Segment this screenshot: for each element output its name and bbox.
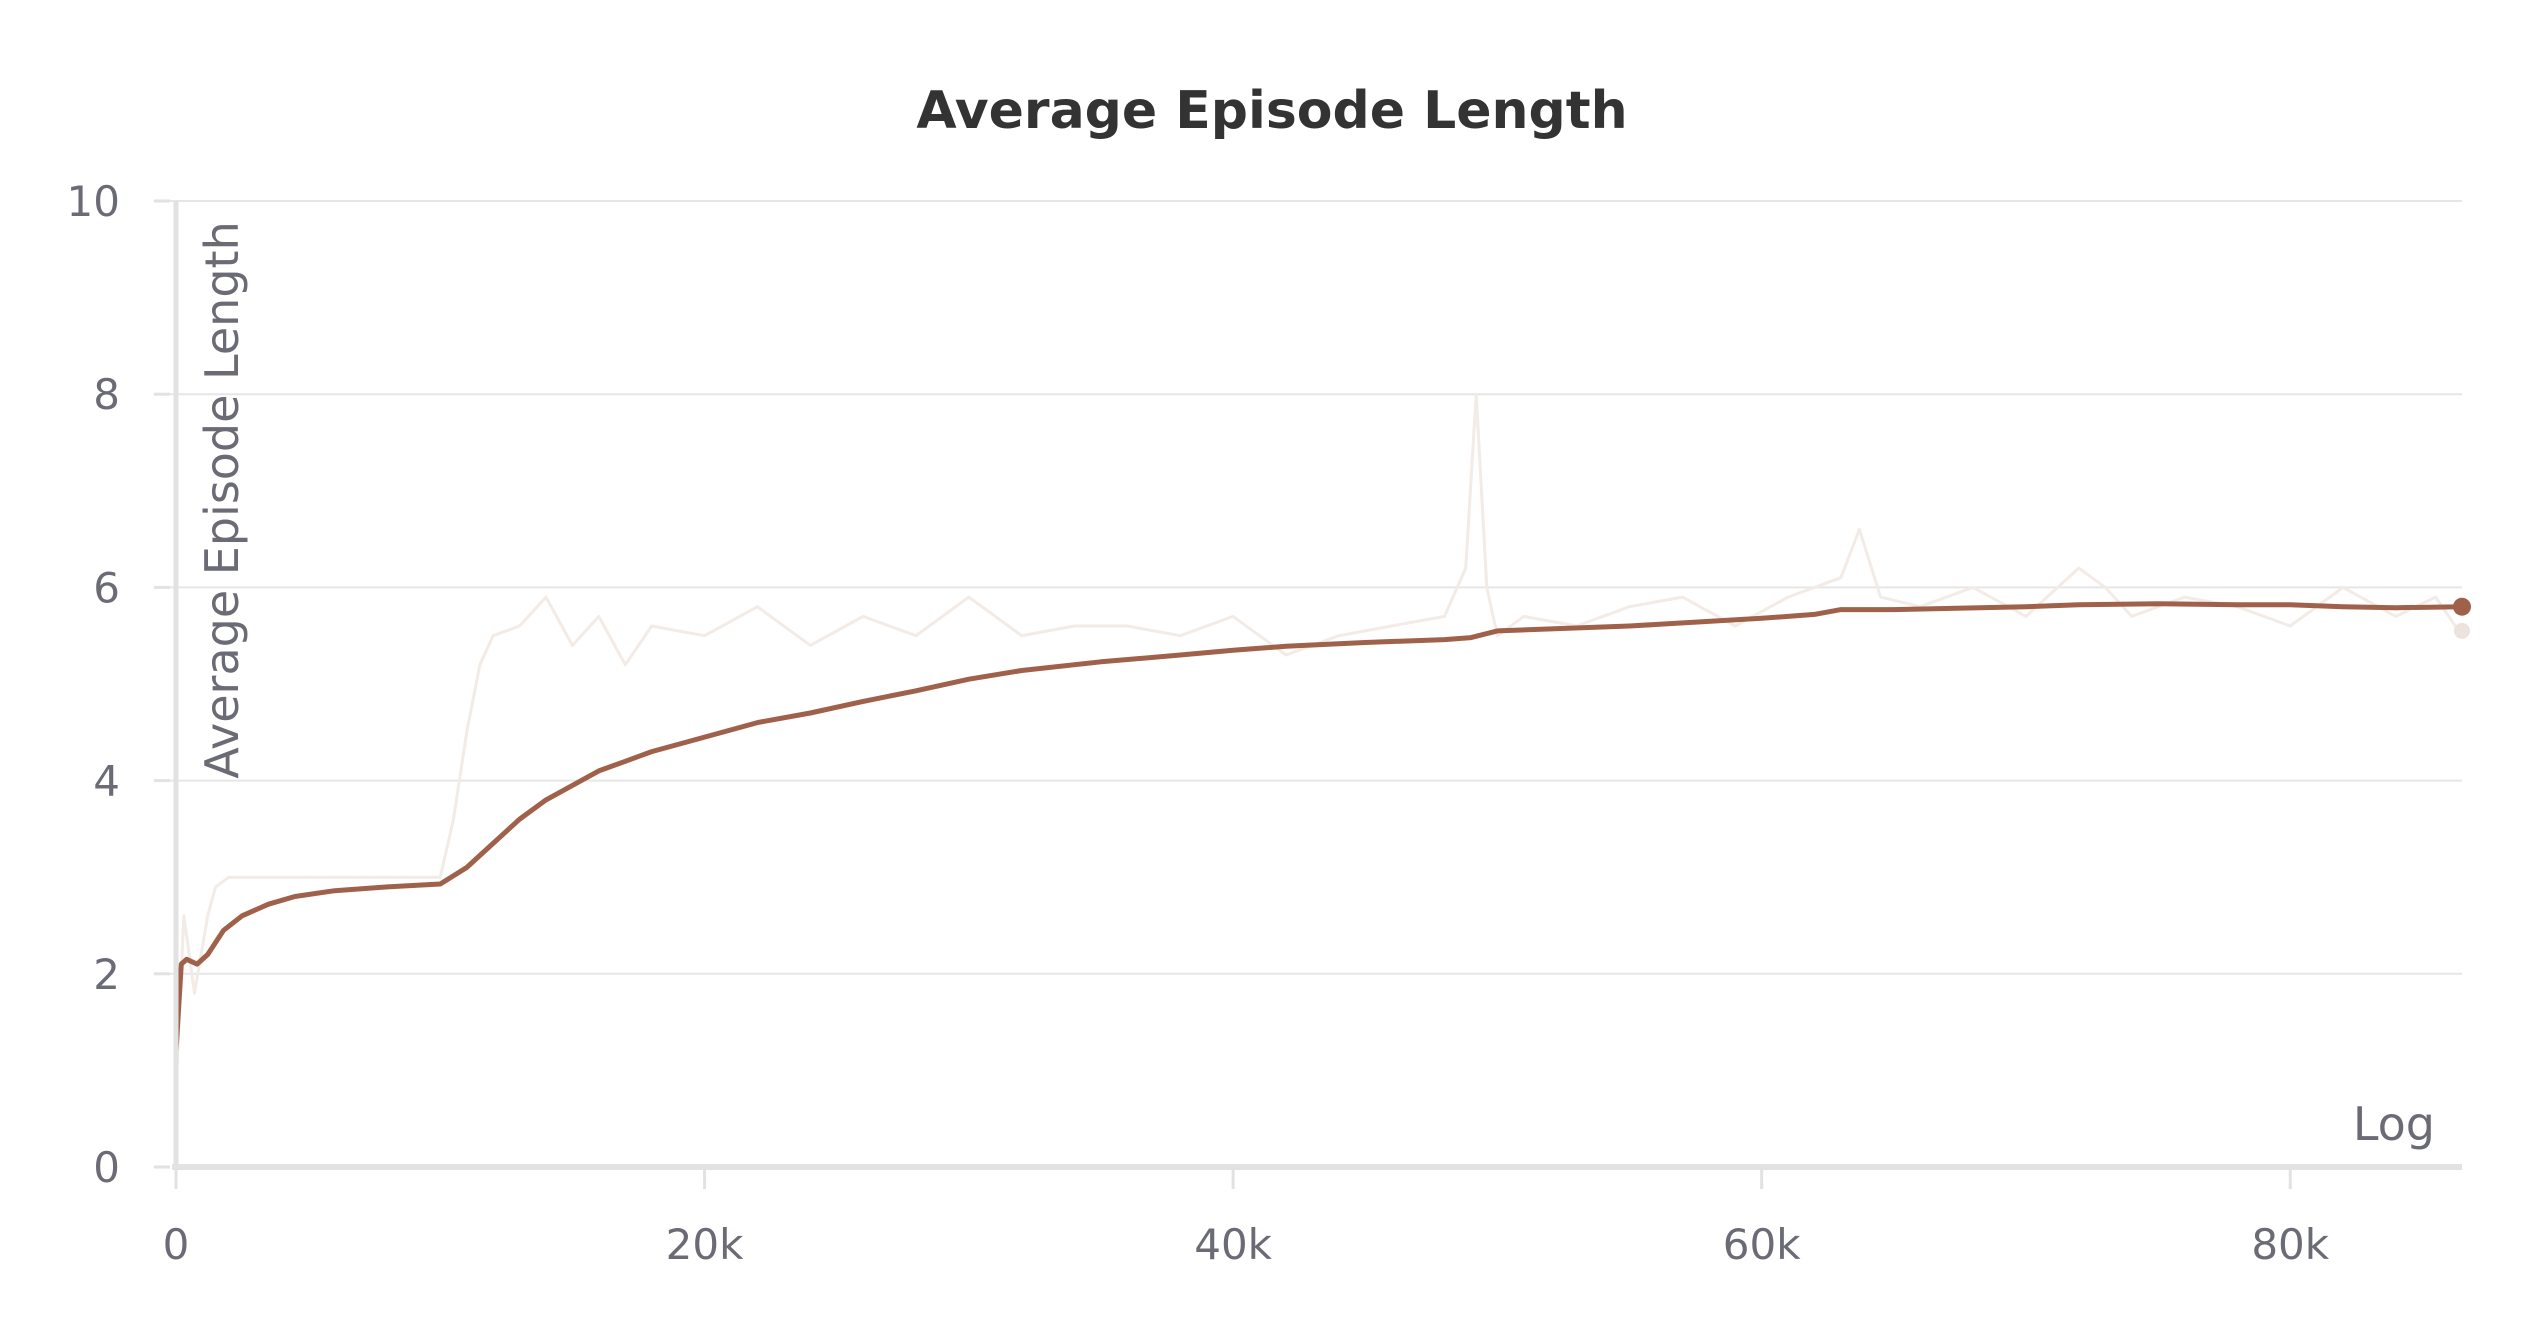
x-tick-label: 40k — [1194, 1220, 1272, 1269]
smoothed-series-line — [173, 601, 2465, 1054]
gridlines — [156, 200, 2462, 975]
x-tick-label: 80k — [2251, 1220, 2329, 1269]
x-axis-label: Log — [2353, 1097, 2435, 1151]
y-tick-label: 10 — [67, 177, 120, 226]
y-tick-label: 0 — [93, 1143, 120, 1192]
y-tick-label: 8 — [93, 370, 120, 419]
x-tick-label: 0 — [163, 1220, 190, 1269]
x-tick-label: 60k — [1723, 1220, 1801, 1269]
series-lines — [173, 392, 2471, 1092]
y-tick-label: 6 — [93, 563, 120, 612]
raw-series-line — [174, 392, 2464, 1092]
axes — [154, 199, 2462, 1189]
smoothed-end-marker — [2453, 597, 2471, 616]
y-axis-label: Average Episode Length — [195, 221, 249, 778]
tick-labels: 0 2 4 6 8 10 0 20k 40k 60k 80k — [67, 177, 2330, 1269]
y-tick-label: 4 — [93, 757, 120, 806]
raw-end-marker — [2454, 622, 2470, 639]
y-tick-label: 2 — [93, 950, 120, 999]
chart-title: Average Episode Length — [916, 81, 1627, 141]
x-tick-label: 20k — [666, 1220, 744, 1269]
